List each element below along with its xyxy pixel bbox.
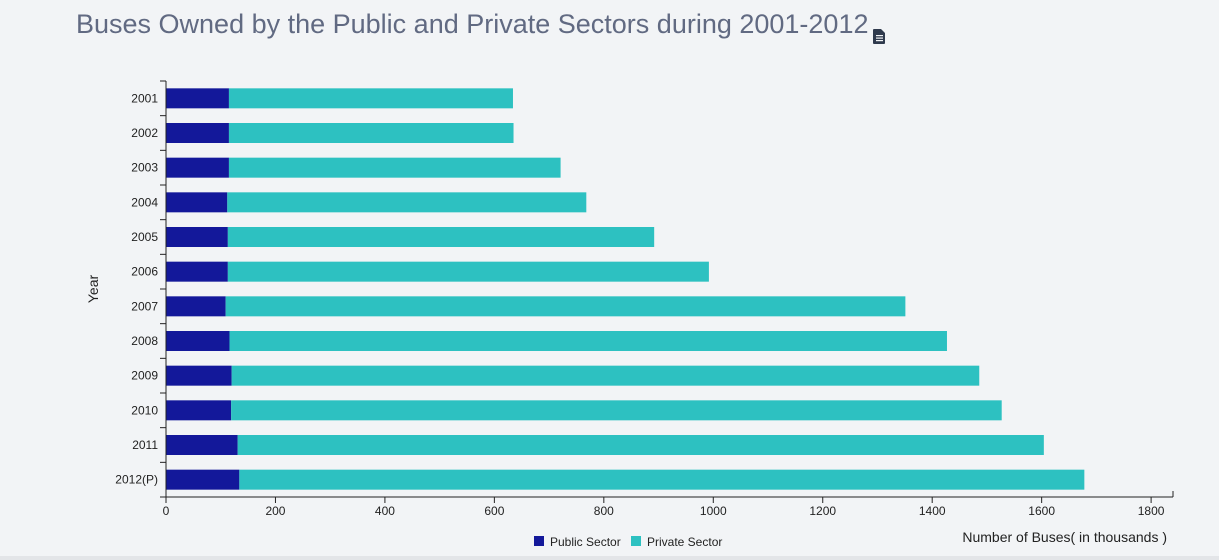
x-tick-label: 600 (484, 504, 504, 518)
bar-private-2010 (231, 400, 1002, 421)
page-bottom-border (0, 556, 1219, 560)
y-tick-label: 2010 (131, 403, 158, 417)
bar-public-2012(P) (166, 469, 240, 490)
bar-private-2004 (227, 192, 587, 213)
bar-public-2006 (166, 261, 228, 282)
x-tick-label: 1000 (700, 504, 727, 518)
legend-label-public: Public Sector (550, 535, 621, 549)
legend-swatch-private (631, 536, 641, 546)
bar-private-2007 (225, 296, 906, 317)
x-tick-label: 1400 (919, 504, 946, 518)
x-tick-label: 400 (375, 504, 395, 518)
x-axis-title: Number of Buses( in thousands ) (962, 529, 1167, 545)
bar-public-2007 (166, 296, 226, 317)
y-tick-label: 2007 (131, 299, 158, 313)
bars-group (166, 88, 1085, 490)
bar-private-2009 (231, 365, 980, 386)
bar-private-2008 (229, 331, 947, 351)
chart-title-text: Buses Owned by the Public and Private Se… (76, 9, 869, 39)
bar-public-2003 (166, 157, 229, 178)
y-tick-label: 2003 (131, 161, 158, 175)
bar-public-2001 (166, 88, 229, 109)
legend-label-private: Private Sector (647, 535, 722, 549)
bar-public-2008 (166, 331, 230, 351)
legend-swatch-public (534, 536, 544, 546)
y-tick-label: 2004 (131, 195, 158, 209)
bar-public-2011 (166, 435, 238, 455)
chart-title: Buses Owned by the Public and Private Se… (76, 9, 886, 44)
bar-private-2001 (228, 88, 513, 109)
bar-private-2005 (227, 227, 655, 247)
document-icon[interactable] (873, 20, 886, 44)
x-tick-label: 200 (265, 504, 285, 518)
y-axis-title: Year (85, 275, 101, 304)
bar-private-2003 (228, 157, 561, 178)
bar-public-2005 (166, 227, 228, 247)
legend: Public Sector Private Sector (534, 535, 722, 549)
bar-private-2006 (227, 261, 709, 282)
x-axis: 0 200 400 600 800 1000 1200 1400 1600 1800 (163, 491, 1174, 518)
y-tick-label: 2005 (131, 230, 158, 244)
bar-private-2012(P) (239, 469, 1085, 490)
bar-public-2009 (166, 365, 232, 386)
bar-public-2002 (166, 123, 229, 143)
bar-public-2004 (166, 192, 228, 213)
bar-private-2011 (237, 435, 1044, 455)
x-tick-label: 1800 (1138, 504, 1165, 518)
bar-public-2010 (166, 400, 232, 421)
y-tick-label: 2001 (131, 91, 158, 105)
bar-private-2002 (228, 123, 514, 143)
y-tick-label: 2006 (131, 265, 158, 279)
x-tick-label: 0 (163, 504, 170, 518)
y-tick-label: 2011 (132, 438, 158, 452)
x-tick-label: 1600 (1028, 504, 1055, 518)
y-axis: 2001 2002 2003 2004 2005 2006 2007 2008 2009 2010… (115, 80, 167, 498)
x-tick-label: 1200 (809, 504, 836, 518)
y-tick-label: 2012(P) (115, 473, 158, 487)
y-tick-label: 2002 (131, 126, 158, 140)
x-tick-label: 800 (594, 504, 614, 518)
y-tick-label: 2008 (131, 334, 158, 348)
y-tick-label: 2009 (131, 369, 158, 383)
